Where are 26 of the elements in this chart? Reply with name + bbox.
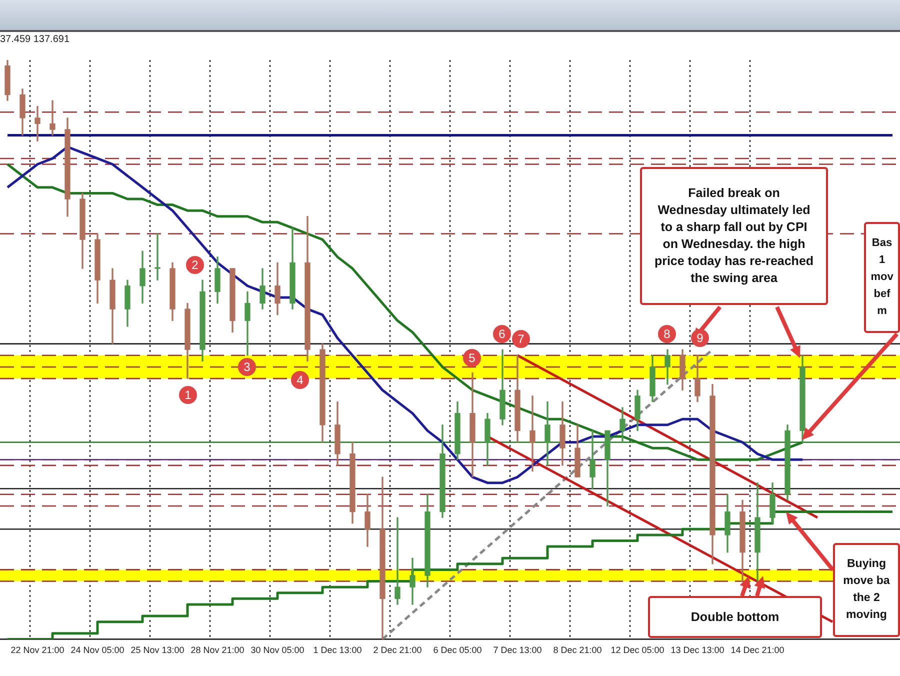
number-badge: 9 bbox=[691, 329, 709, 347]
number-badge: 4 bbox=[291, 371, 309, 389]
x-tick-label: 13 Dec 13:00 bbox=[670, 645, 724, 656]
x-tick-label: 12 Dec 05:00 bbox=[610, 645, 664, 656]
x-tick-label: 7 Dec 13:00 bbox=[493, 645, 542, 656]
x-tick-label: 1 Dec 13:00 bbox=[313, 645, 362, 656]
x-tick-label: 24 Nov 05:00 bbox=[70, 645, 124, 656]
number-badge: 6 bbox=[493, 325, 511, 343]
number-badge: 2 bbox=[186, 256, 204, 274]
x-tick-label: 2 Dec 21:00 bbox=[373, 645, 422, 656]
callout-box: Double bottom bbox=[648, 596, 822, 638]
x-tick-label: 25 Nov 13:00 bbox=[130, 645, 184, 656]
number-badge: 7 bbox=[512, 330, 530, 348]
callout-box: Buying move ba the 2 moving bbox=[833, 543, 900, 637]
x-tick-label: 6 Dec 05:00 bbox=[433, 645, 482, 656]
x-tick-label: 8 Dec 21:00 bbox=[553, 645, 602, 656]
number-badge: 8 bbox=[658, 325, 676, 343]
text: 37.459 137.691 bbox=[0, 34, 70, 45]
x-tick-label: 22 Nov 21:00 bbox=[10, 645, 64, 656]
x-tick-label: 14 Dec 21:00 bbox=[730, 645, 784, 656]
x-tick-label: 28 Nov 21:00 bbox=[190, 645, 244, 656]
number-badge: 5 bbox=[463, 349, 481, 367]
callout-box: Failed break on Wednesday ultimately led to a sharp fall out by CPI on Wednesday. the high price today has re-reached the swing area bbox=[640, 167, 828, 305]
number-badge: 1 bbox=[179, 386, 197, 404]
callout-box: Bas 1 mov bef m bbox=[864, 222, 900, 333]
x-tick-label: 30 Nov 05:00 bbox=[250, 645, 304, 656]
